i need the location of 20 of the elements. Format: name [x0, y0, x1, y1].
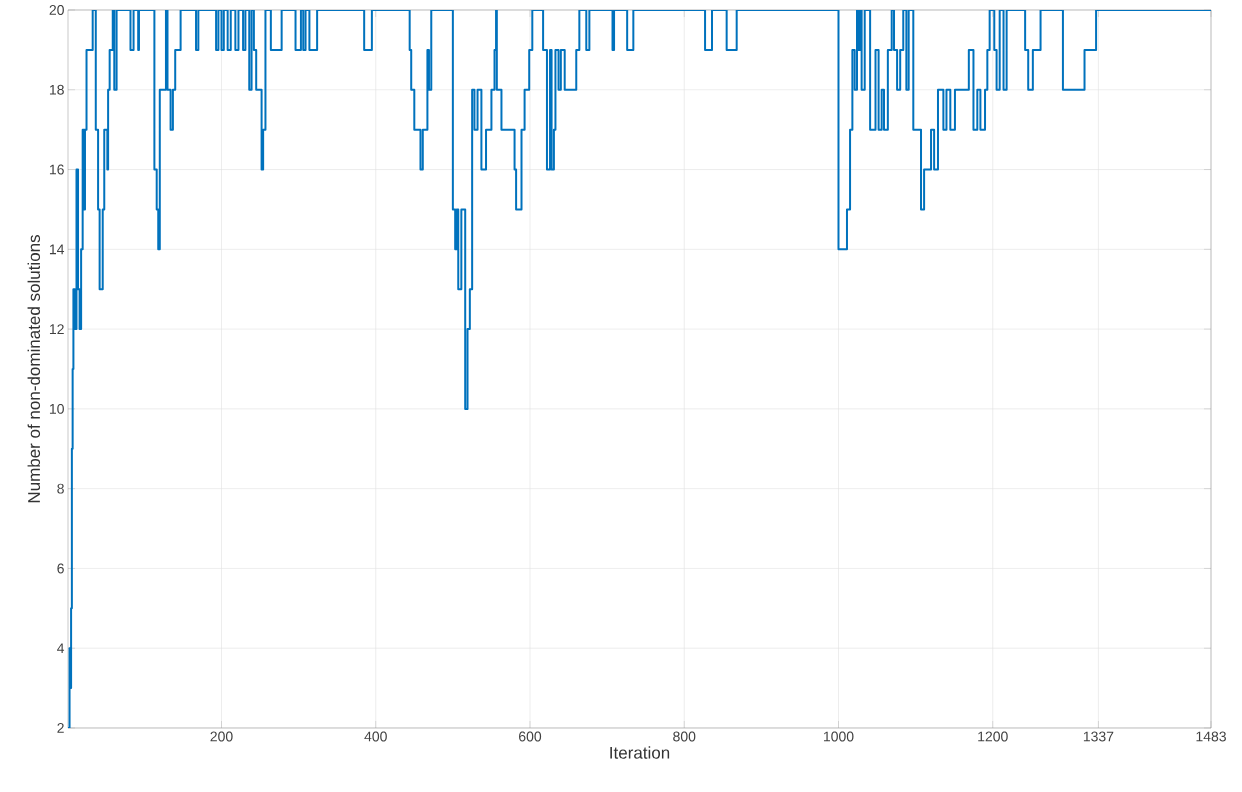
y-tick-label: 10	[49, 403, 64, 414]
x-tick-label: 1483	[1196, 731, 1226, 742]
y-tick-label: 18	[49, 84, 64, 95]
x-tick-label: 600	[519, 731, 542, 742]
y-tick-label: 16	[49, 164, 64, 175]
y-tick-label: 6	[57, 563, 64, 574]
y-tick-label: 12	[49, 324, 64, 334]
y-axis-title: Number of non-dominated solutions	[27, 235, 41, 503]
y-tick-label: 2	[57, 723, 64, 733]
x-tick-label: 800	[673, 731, 696, 742]
x-tick-label: 1200	[978, 731, 1008, 742]
x-tick-label: 200	[210, 731, 233, 742]
x-tick-label: 1000	[823, 731, 854, 742]
y-tick-label: 4	[57, 643, 65, 654]
y-tick-label: 20	[49, 5, 64, 15]
x-tick-label: 1337	[1083, 731, 1114, 742]
x-axis-title: Iteration	[610, 746, 670, 759]
x-tick-label: 400	[364, 731, 387, 742]
y-tick-label: 8	[57, 483, 64, 494]
y-tick-label: 14	[49, 244, 65, 255]
